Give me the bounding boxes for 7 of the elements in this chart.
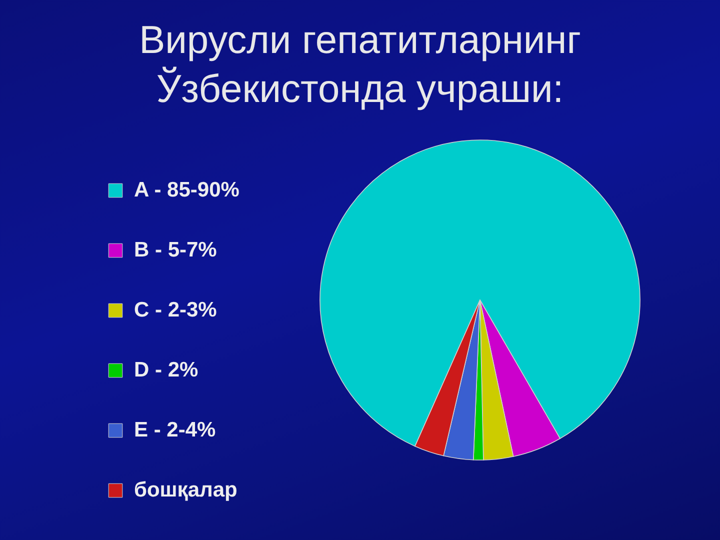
legend-label: C - 2-3% — [134, 298, 218, 322]
legend-label: бошқалар — [134, 478, 238, 502]
legend-label: A - 85-90% — [134, 178, 240, 202]
legend-label: E - 2-4% — [134, 418, 216, 442]
chart-title: Вирусли гепатитларнинг Ўзбекистонда учраши: — [139, 19, 581, 111]
legend-label: D - 2% — [134, 358, 199, 382]
legend-label: B - 5-7% — [134, 238, 218, 262]
